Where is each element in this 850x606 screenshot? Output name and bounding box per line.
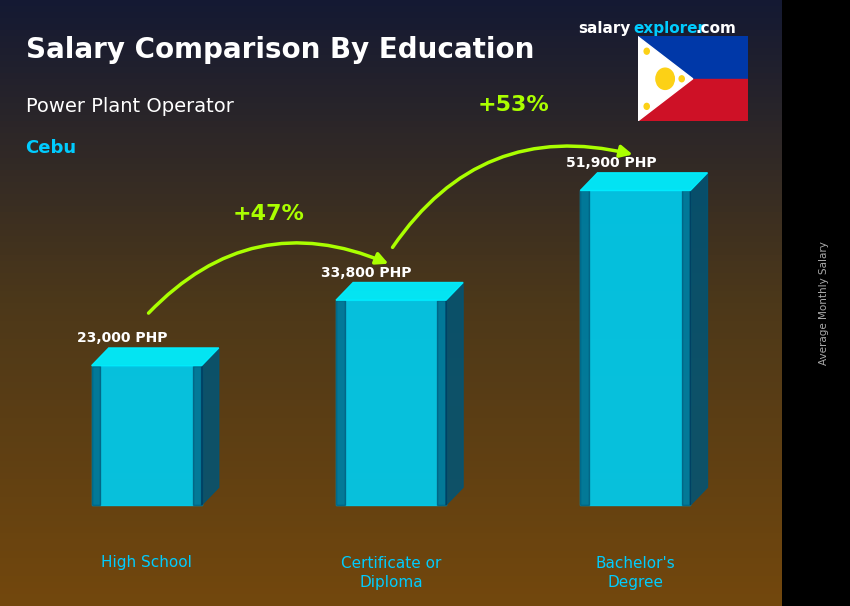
Text: High School: High School [101, 556, 192, 570]
Polygon shape [581, 173, 707, 190]
Bar [638, 36, 748, 79]
Polygon shape [638, 36, 693, 121]
Bar [638, 79, 748, 121]
Text: 51,900 PHP: 51,900 PHP [565, 156, 656, 170]
Text: +47%: +47% [233, 204, 305, 224]
Bar [437, 300, 446, 505]
Bar [336, 300, 345, 505]
Text: Average Monthly Salary: Average Monthly Salary [819, 241, 829, 365]
Text: 33,800 PHP: 33,800 PHP [321, 266, 411, 280]
Polygon shape [201, 348, 218, 505]
Circle shape [679, 76, 684, 82]
Polygon shape [92, 348, 218, 365]
Text: Bachelor's
Degree: Bachelor's Degree [596, 556, 675, 590]
Bar [581, 190, 589, 505]
Text: .com: .com [695, 21, 736, 36]
Bar [193, 365, 201, 505]
Text: Cebu: Cebu [26, 139, 76, 158]
Polygon shape [336, 282, 463, 300]
Bar [581, 190, 690, 505]
Text: Salary Comparison By Education: Salary Comparison By Education [26, 36, 534, 64]
Bar [92, 365, 201, 505]
Text: +53%: +53% [478, 95, 549, 115]
Polygon shape [446, 282, 463, 505]
Circle shape [656, 68, 674, 89]
Text: Certificate or
Diploma: Certificate or Diploma [341, 556, 441, 590]
Polygon shape [690, 173, 707, 505]
Text: 23,000 PHP: 23,000 PHP [77, 331, 167, 345]
Circle shape [644, 48, 649, 54]
Bar [336, 300, 446, 505]
Text: explorer: explorer [633, 21, 706, 36]
Bar [682, 190, 690, 505]
Circle shape [644, 104, 649, 109]
Text: Power Plant Operator: Power Plant Operator [26, 97, 234, 116]
Text: salary: salary [578, 21, 631, 36]
Bar [92, 365, 100, 505]
